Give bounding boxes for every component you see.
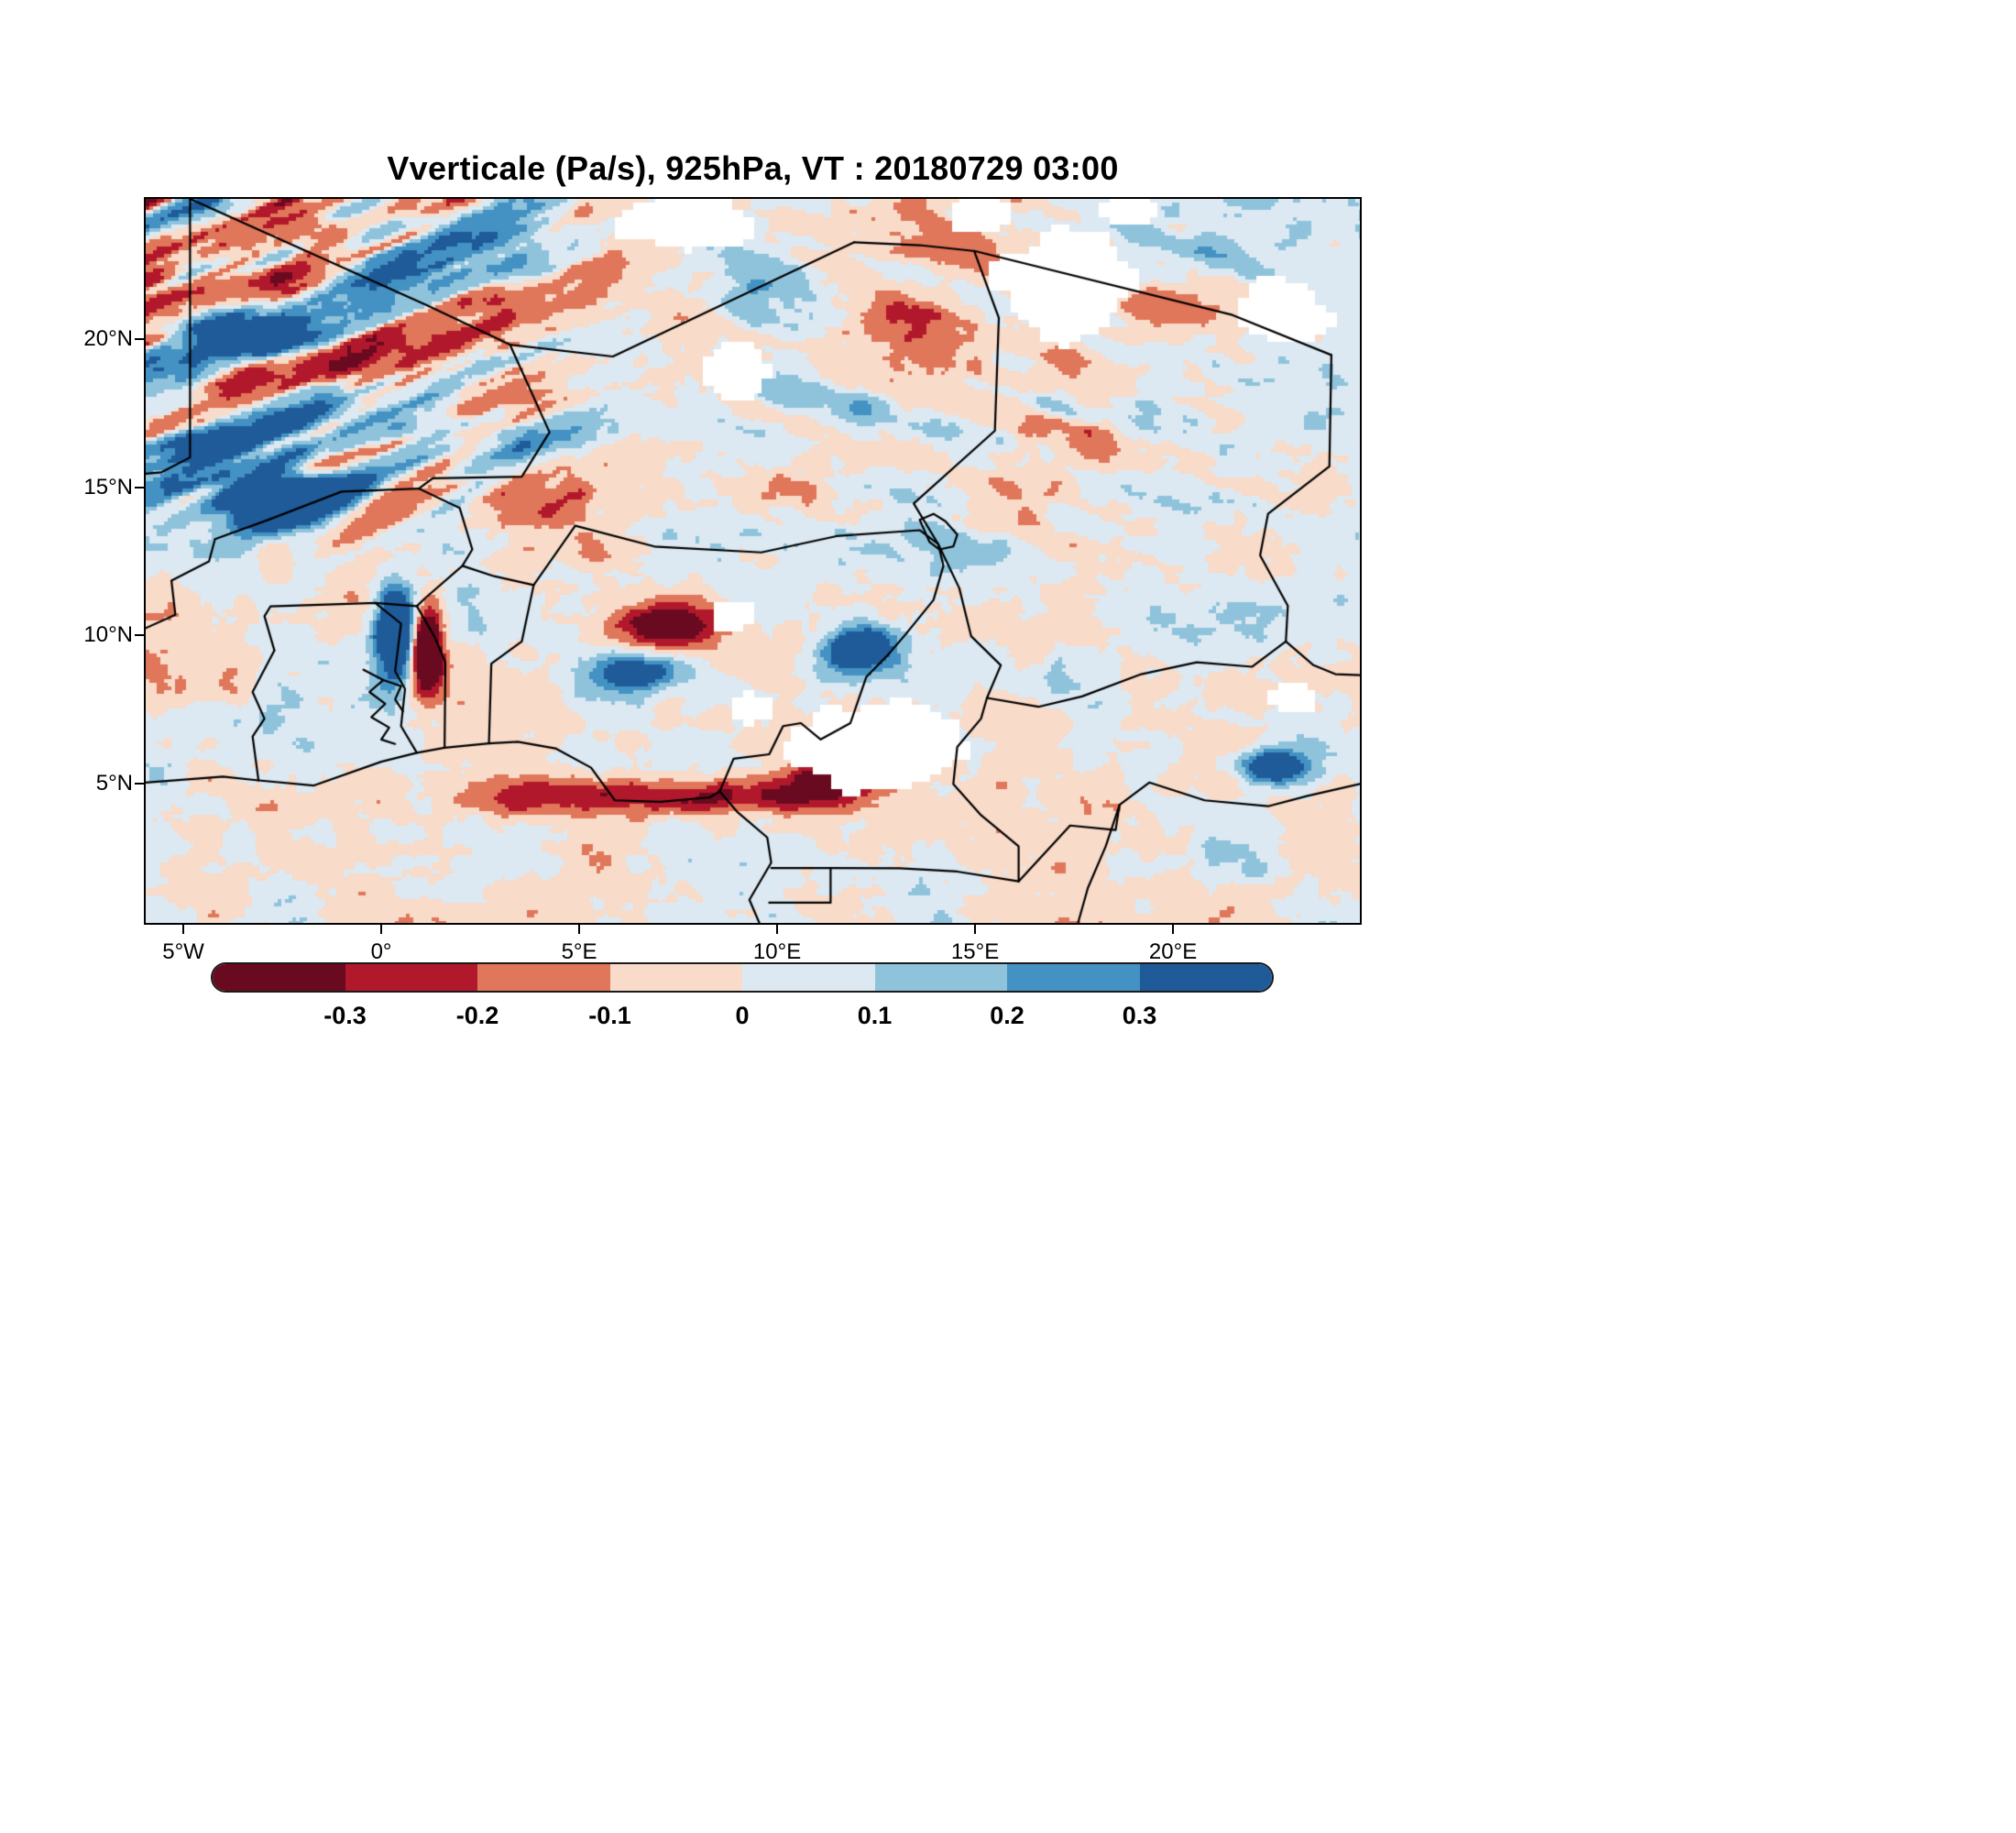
colorbar-tick-label: -0.2 [455, 1002, 499, 1029]
lat-tick-mark [135, 634, 144, 637]
colorbar-tick-label: 0.2 [990, 1002, 1024, 1029]
colorbar-segment [213, 964, 345, 991]
lon-tick-label: 0° [370, 939, 392, 964]
lat-tick-label: 5°N [95, 771, 133, 796]
colorbar-tick-label: -0.3 [323, 1002, 367, 1029]
lat-tick-mark [135, 486, 144, 488]
lon-tick-label: 10°E [752, 939, 802, 964]
lon-tick-mark [380, 925, 383, 934]
colorbar-segment [609, 964, 742, 991]
lat-tick-mark [135, 337, 144, 340]
colorbar-segment [345, 964, 477, 991]
lon-tick-label: 20°E [1148, 939, 1198, 964]
colorbar-segment [742, 964, 875, 991]
colorbar-segment [477, 964, 610, 991]
heatmap-field-canvas [146, 199, 1360, 923]
lon-tick-mark [776, 925, 779, 934]
lon-tick-label: 15°E [950, 939, 1000, 964]
lat-tick-mark [135, 783, 144, 785]
lat-tick-label: 15°N [83, 474, 133, 499]
lon-tick-label: 5°E [561, 939, 597, 964]
colorbar-tick-label: -0.1 [588, 1002, 631, 1029]
lon-tick-mark [974, 925, 977, 934]
colorbar [211, 962, 1274, 993]
lat-tick-label: 20°N [83, 325, 133, 351]
lon-tick-mark [1172, 925, 1175, 934]
colorbar-segment [1139, 964, 1272, 991]
map-panel [144, 197, 1362, 925]
plot-title: Vverticale (Pa/s), 925hPa, VT : 20180729… [387, 149, 1119, 187]
colorbar-tick-label: 0.1 [857, 1002, 893, 1029]
lon-tick-mark [182, 925, 185, 934]
lat-tick-label: 10°N [83, 622, 133, 648]
colorbar-tick-label: 0.3 [1122, 1002, 1157, 1029]
colorbar-tick-label: 0 [735, 1002, 750, 1029]
colorbar-segment [874, 964, 1007, 991]
lon-tick-mark [578, 925, 581, 934]
colorbar-segment [1007, 964, 1140, 991]
lon-tick-label: 5°W [162, 939, 204, 964]
